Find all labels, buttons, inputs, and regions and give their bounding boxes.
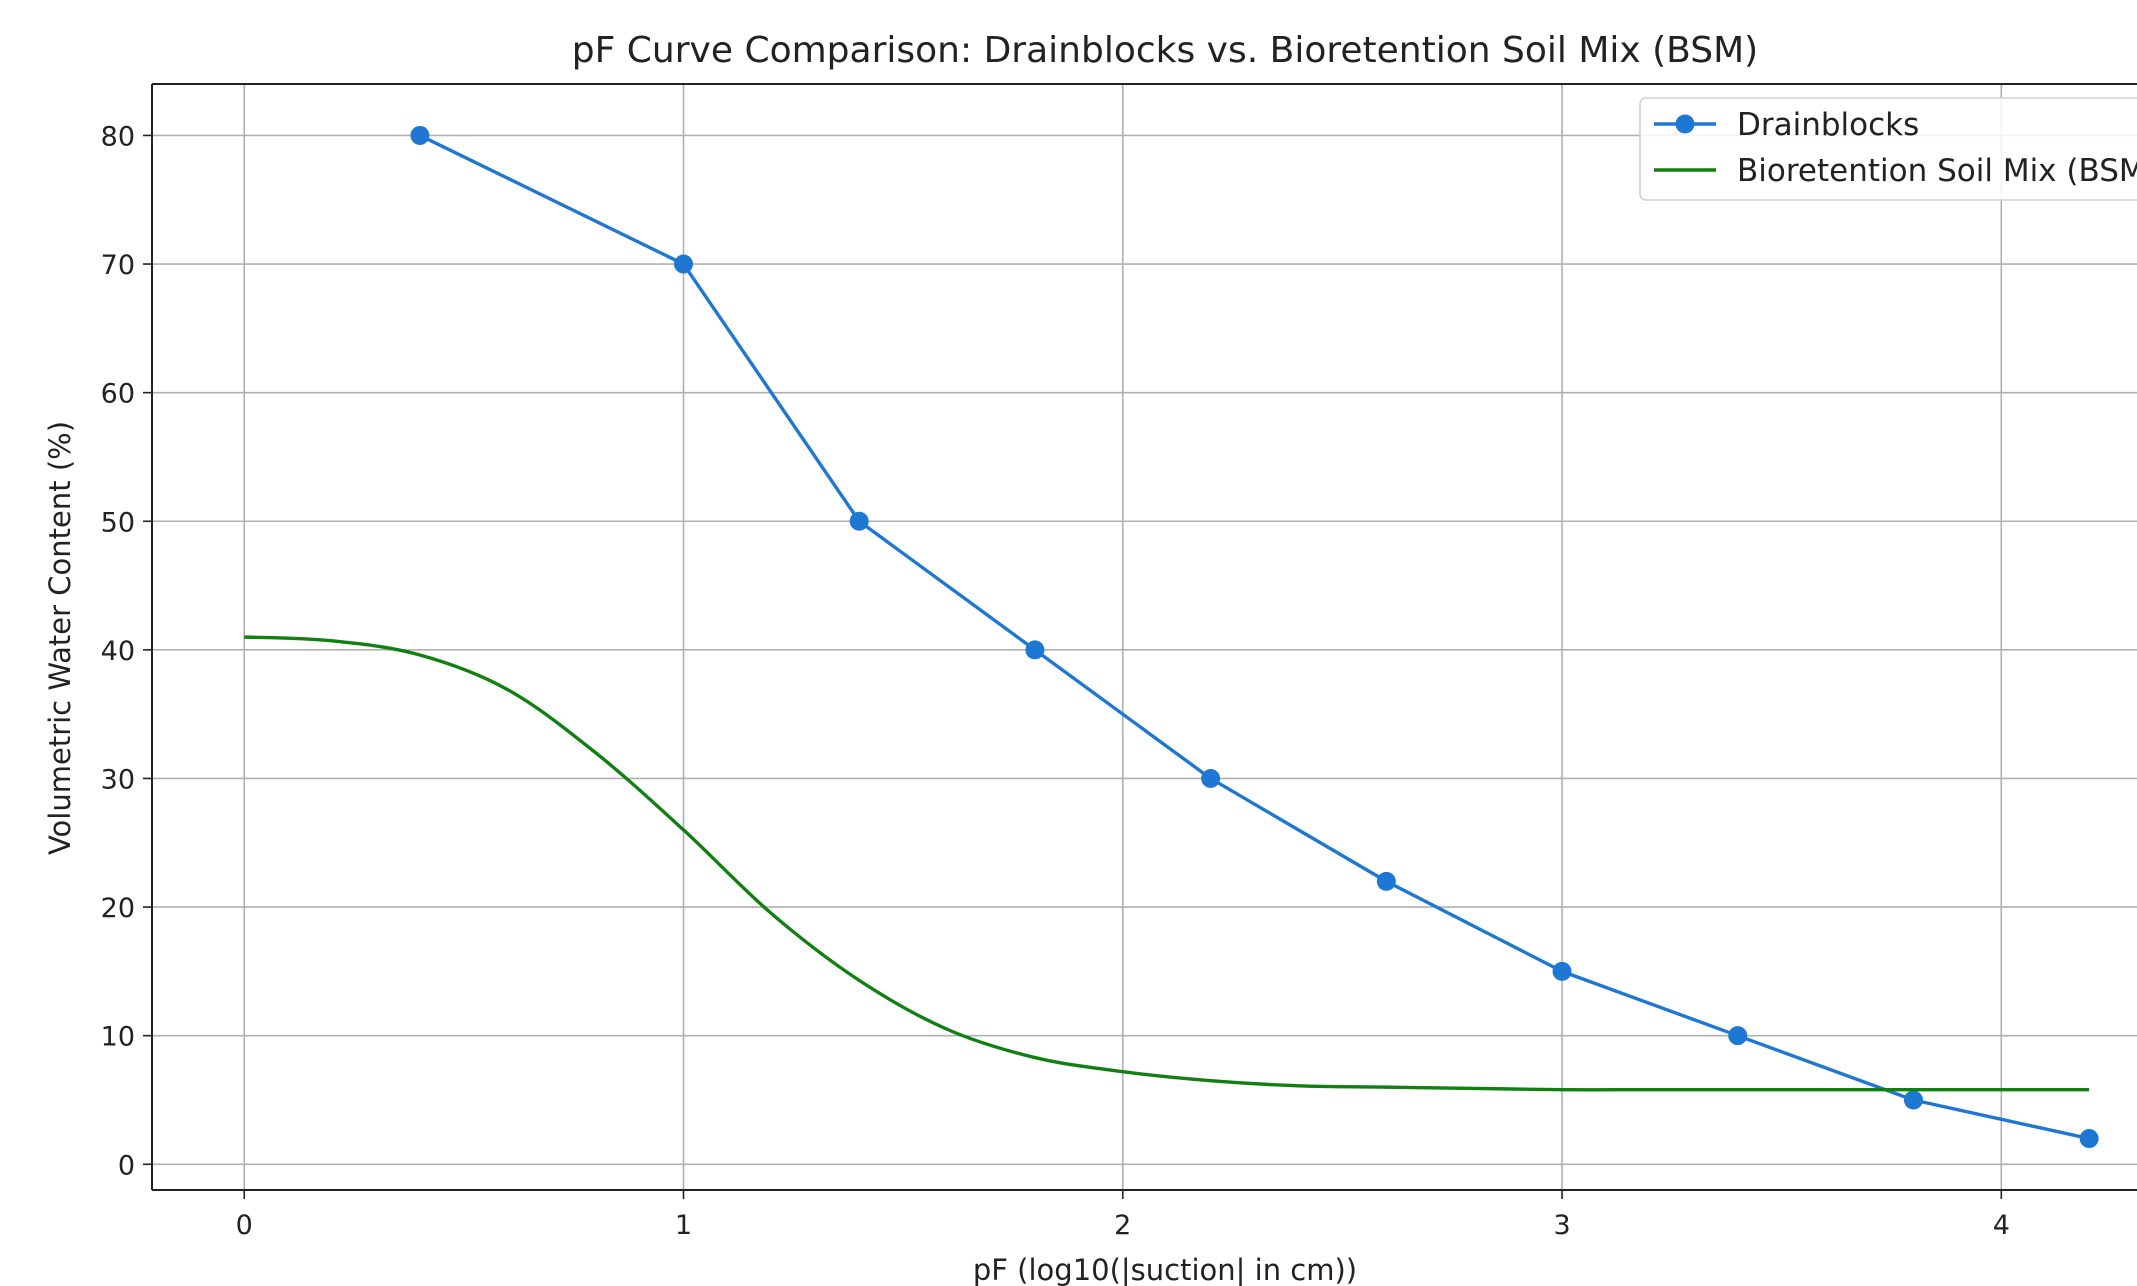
y-tick-label: 60 [101,379,135,410]
legend-label: Drainblocks [1737,107,1919,143]
x-tick-label: 1 [675,1210,692,1241]
data-point [1025,640,1045,660]
y-tick-label: 70 [101,250,135,281]
chart-title: pF Curve Comparison: Drainblocks vs. Bio… [572,30,1758,71]
y-axis-label: Volumetric Water Content (%) [43,421,77,855]
data-point [1201,768,1221,788]
axes-frame [151,83,2137,1191]
x-tick-label: 3 [1553,1210,1570,1241]
y-tick-label: 50 [101,507,135,538]
y-tick-label: 80 [101,121,135,152]
series-line-bsm [244,635,2090,1092]
data-point [674,254,694,274]
legend: Drainblocks Bioretention Soil Mix (BSM) [1639,97,2137,201]
legend-box [1639,97,2137,201]
data-point [849,511,869,531]
y-tick-label: 30 [101,764,135,795]
x-tick-label: 4 [1993,1210,2010,1241]
data-point [1552,961,1572,981]
series-line-drainblocks [419,133,2090,1141]
x-tick-label: 0 [236,1210,253,1241]
grid [152,84,2137,1190]
x-tick-label: 2 [1114,1210,1131,1241]
data-point [410,125,430,145]
y-tick-label: 40 [101,636,135,667]
y-tick-label: 0 [118,1150,135,1181]
legend-label: Bioretention Soil Mix (BSM) [1737,153,2137,189]
data-point [1376,871,1396,891]
y-tick-label: 20 [101,893,135,924]
data-point [1903,1090,1923,1110]
series-layer [244,125,2099,1149]
data-point [2079,1129,2099,1149]
data-point [1728,1026,1748,1046]
x-axis-label: pF (log10(|suction| in cm)) [973,1253,1357,1286]
y-tick-label: 10 [101,1022,135,1053]
legend-swatch-marker [1675,114,1695,134]
